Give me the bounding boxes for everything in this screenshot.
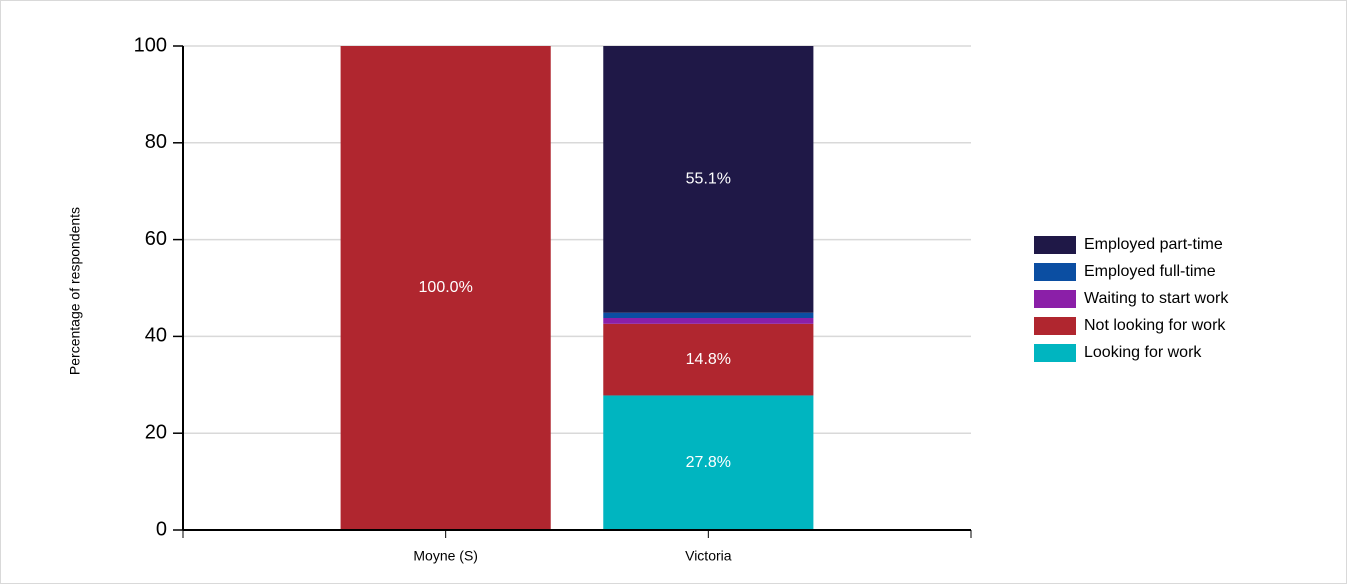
legend-swatch — [1034, 290, 1076, 308]
legend-label: Not looking for work — [1084, 317, 1226, 334]
y-axis-title: Percentage of respondents — [67, 207, 83, 375]
y-tick-label: 40 — [145, 325, 167, 347]
y-tick-label: 100 — [134, 34, 167, 56]
legend-swatch — [1034, 317, 1076, 335]
legend-label: Employed part-time — [1084, 236, 1223, 253]
legend-label: Looking for work — [1084, 344, 1202, 361]
legend-label: Waiting to start work — [1084, 290, 1229, 307]
bar-segment — [603, 46, 814, 313]
data-label: 55.1% — [686, 171, 731, 188]
y-tick-label: 0 — [156, 518, 167, 540]
bar-segment — [603, 312, 814, 319]
x-tick-label: Victoria — [685, 548, 732, 564]
bar-segment — [340, 46, 551, 530]
y-tick-label: 60 — [145, 228, 167, 250]
y-tick-label: 20 — [145, 421, 167, 443]
legend-swatch — [1034, 263, 1076, 281]
y-tick-label: 80 — [145, 131, 167, 153]
bar-segment — [603, 323, 814, 396]
data-label: 14.8% — [686, 351, 731, 368]
legend-swatch — [1034, 236, 1076, 254]
legend-swatch — [1034, 344, 1076, 362]
data-label: 100.0% — [419, 279, 473, 296]
bar-segment — [603, 318, 814, 324]
data-label: 27.8% — [686, 454, 731, 471]
bar-segment — [603, 395, 814, 530]
x-tick-label: Moyne (S) — [413, 548, 478, 564]
legend-label: Employed full-time — [1084, 263, 1216, 280]
